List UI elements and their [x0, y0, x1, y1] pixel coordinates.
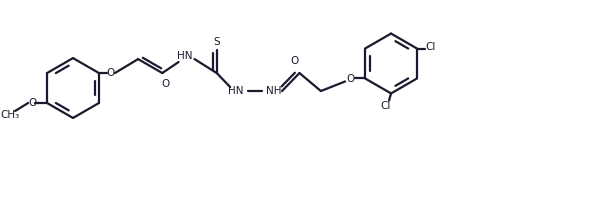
- Text: CH₃: CH₃: [1, 110, 20, 120]
- Text: O: O: [161, 79, 170, 89]
- Text: Cl: Cl: [426, 42, 436, 52]
- Text: O: O: [346, 74, 354, 84]
- Text: S: S: [213, 37, 220, 47]
- Text: Cl: Cl: [381, 101, 391, 111]
- Text: NH: NH: [266, 86, 282, 96]
- Text: O: O: [290, 56, 299, 66]
- Text: O: O: [107, 68, 115, 78]
- Text: HN: HN: [177, 51, 192, 61]
- Text: O: O: [28, 98, 36, 108]
- Text: HN: HN: [228, 86, 244, 96]
